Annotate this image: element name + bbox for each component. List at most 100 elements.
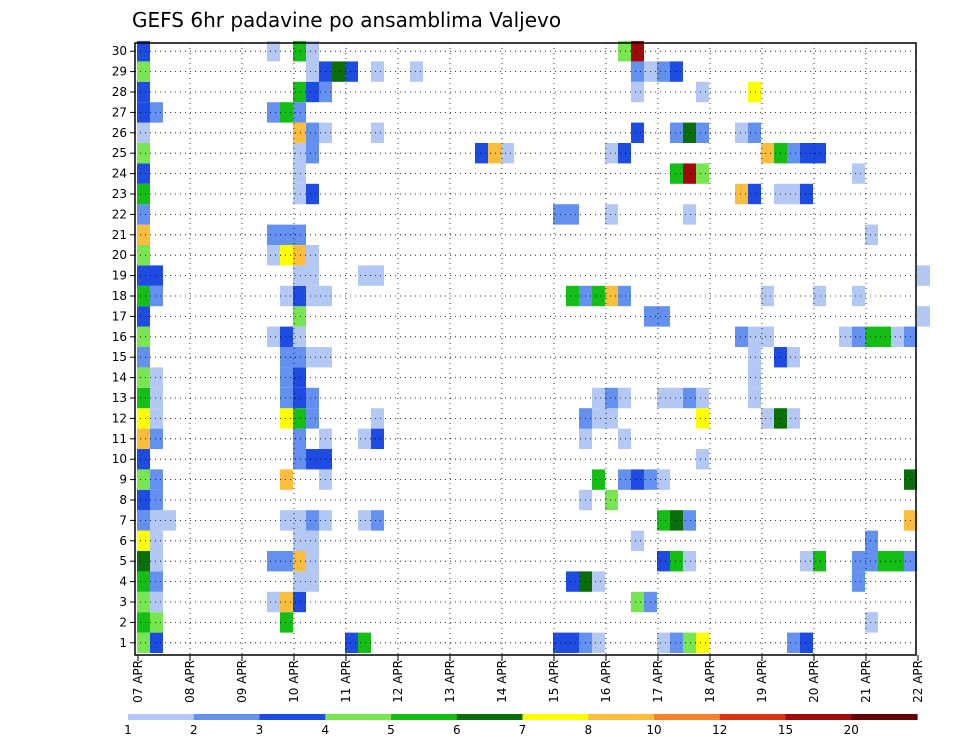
heatmap-cell <box>293 306 306 327</box>
heatmap-cell <box>501 143 514 164</box>
heatmap-cell <box>150 510 163 531</box>
heatmap-cell <box>618 285 631 307</box>
heatmap-cell <box>358 265 371 286</box>
heatmap-cell <box>748 122 761 143</box>
heatmap-cell <box>150 408 163 429</box>
y-tick-label: 19 <box>112 269 127 283</box>
heatmap-cell <box>657 306 670 327</box>
heatmap-cell <box>293 387 306 409</box>
heatmap-cell <box>475 143 488 164</box>
heatmap-cell <box>137 143 150 164</box>
y-tick-label: 27 <box>112 105 127 119</box>
colorbar-label: 12 <box>712 723 727 737</box>
heatmap-cell <box>150 571 163 592</box>
heatmap-cell <box>267 41 280 62</box>
heatmap-cell <box>293 81 306 103</box>
heatmap-cell <box>657 510 670 531</box>
heatmap-cell <box>605 285 618 307</box>
heatmap-cell <box>631 61 644 82</box>
heatmap-cell <box>150 551 163 572</box>
heatmap-cell <box>592 408 605 429</box>
heatmap-cell <box>631 41 644 62</box>
chart-title: GEFS 6hr padavine po ansamblima Valjevo <box>132 8 561 32</box>
y-tick-label: 12 <box>112 411 127 425</box>
heatmap-cell <box>306 408 319 429</box>
heatmap-cell <box>137 428 150 449</box>
x-tick-label: 18 APR <box>703 660 717 703</box>
colorbar-segment <box>785 714 852 720</box>
heatmap-cell <box>293 571 306 592</box>
x-tick-label: 10 APR <box>287 660 301 703</box>
x-tick-label: 09 APR <box>235 660 249 703</box>
heatmap-cell <box>787 347 800 368</box>
heatmap-cell <box>878 326 891 347</box>
heatmap-cell <box>553 632 566 653</box>
colorbar-segment <box>719 714 787 720</box>
colorbar: 1 2 3 4 5 6 7 8 10 12 15 20 <box>124 714 918 737</box>
heatmap-cell <box>670 163 683 184</box>
x-tick-label: 22 APR <box>911 660 925 703</box>
heatmap-cell <box>306 571 319 592</box>
heatmap-cell <box>865 551 878 572</box>
x-tick-label: 07 APR <box>131 660 145 703</box>
heatmap-cell <box>280 347 293 368</box>
heatmap-cell <box>137 489 150 511</box>
heatmap-cell <box>293 449 306 470</box>
heatmap-cell <box>345 632 358 653</box>
y-tick-label: 8 <box>119 493 127 507</box>
heatmap-cell <box>865 224 878 245</box>
heatmap-cell <box>605 204 618 225</box>
heatmap-cell <box>293 510 306 531</box>
heatmap-cell <box>761 326 774 347</box>
heatmap-cell <box>631 122 644 143</box>
heatmap-cell <box>592 571 605 592</box>
heatmap-cell <box>891 326 904 347</box>
heatmap-cell <box>553 204 566 225</box>
y-tick-label: 10 <box>112 452 127 466</box>
heatmap-cell <box>605 387 618 409</box>
colorbar-segment <box>193 714 261 720</box>
y-tick-label: 30 <box>112 44 127 58</box>
heatmap-cell <box>306 265 319 286</box>
heatmap-cell <box>137 571 150 592</box>
heatmap-cell <box>137 41 150 62</box>
heatmap-cell <box>137 61 150 82</box>
heatmap-cell <box>735 326 748 347</box>
x-tick-label: 20 APR <box>807 660 821 703</box>
x-tick-label: 19 APR <box>755 660 769 703</box>
heatmap-cell <box>371 61 384 82</box>
heatmap-cell <box>280 551 293 572</box>
heatmap-cell <box>293 41 306 62</box>
heatmap-cell <box>280 224 293 245</box>
colorbar-label: 5 <box>387 723 395 737</box>
heatmap-cell <box>410 61 423 82</box>
plot-frame <box>134 42 917 656</box>
y-tick-label: 26 <box>112 126 127 140</box>
x-axis: 07 APR 08 APR 09 APR 10 APR 11 APR 12 APR 13 A… <box>131 655 925 703</box>
heatmap-cell <box>306 183 319 205</box>
heatmap-cell <box>150 591 163 613</box>
heatmap-cell <box>748 367 761 388</box>
heatmap-cell <box>891 551 904 572</box>
heatmap-cell <box>137 408 150 429</box>
colorbar-segment <box>522 714 589 720</box>
heatmap-cell <box>150 489 163 511</box>
heatmap-cell <box>293 183 306 205</box>
heatmap-cell <box>592 632 605 653</box>
heatmap-cell <box>631 81 644 103</box>
heatmap-cell <box>735 122 748 143</box>
heatmap-cell <box>696 81 709 103</box>
heatmap-cell <box>748 387 761 409</box>
heatmap-cell <box>696 632 709 653</box>
heatmap-cell <box>293 551 306 572</box>
heatmap-cell <box>371 408 384 429</box>
heatmap-cell <box>852 163 865 184</box>
heatmap-cell <box>137 510 150 531</box>
heatmap-cell <box>150 632 163 653</box>
heatmap-cell <box>657 551 670 572</box>
heatmap-cell <box>748 326 761 347</box>
y-tick-label: 1 <box>119 636 127 650</box>
heatmap-cell <box>657 61 670 82</box>
y-tick-label: 24 <box>112 167 127 181</box>
heatmap-cell <box>306 530 319 551</box>
